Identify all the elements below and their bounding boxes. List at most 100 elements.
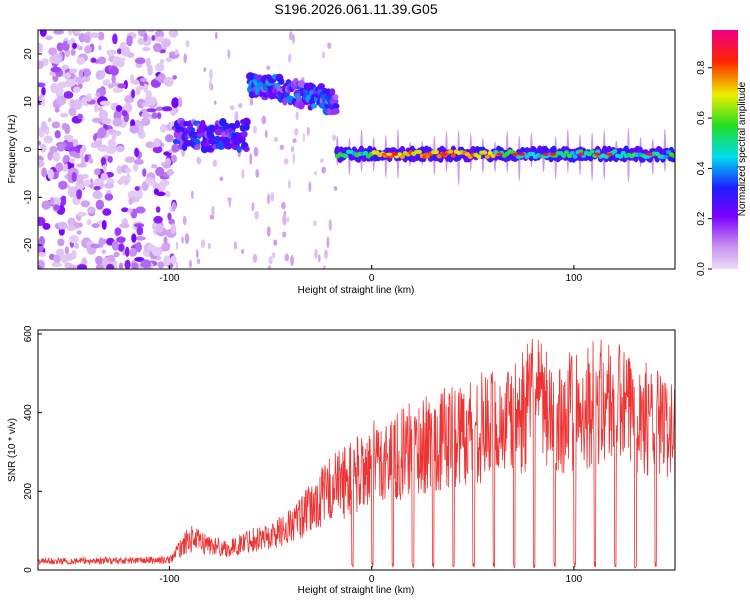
noise-blob xyxy=(139,77,147,83)
trace-core xyxy=(399,154,406,159)
faint-streak xyxy=(190,190,194,200)
noise-blob xyxy=(102,79,111,86)
noise-blob xyxy=(116,48,122,55)
noise-blob xyxy=(74,242,80,249)
noise-blob xyxy=(101,117,112,125)
spectrogram-y-tick-label: -20 xyxy=(23,237,34,252)
noise-blob xyxy=(100,157,107,166)
faint-streak xyxy=(251,202,255,212)
noise-blob xyxy=(147,64,154,76)
snr-series-line xyxy=(38,338,675,569)
trace-peak xyxy=(440,152,448,156)
noise-blob xyxy=(51,121,61,129)
noise-blob xyxy=(60,195,67,201)
faint-streak xyxy=(333,186,338,191)
noise-blob xyxy=(91,223,100,229)
faint-streak xyxy=(284,253,290,262)
spectrogram-y-ticks: -20 -10 0 10 20 xyxy=(23,48,42,252)
noise-blob xyxy=(86,219,92,226)
noise-blob xyxy=(151,35,156,41)
noise-blob xyxy=(97,45,102,51)
noise-blob xyxy=(67,186,78,198)
noise-blob xyxy=(81,257,88,266)
noise-blob xyxy=(101,249,107,255)
faint-streak xyxy=(209,79,212,91)
noise-blob xyxy=(113,251,120,258)
noise-blob xyxy=(87,206,96,214)
noise-blob xyxy=(107,256,116,262)
faint-streak xyxy=(203,67,207,72)
faint-streak xyxy=(314,248,318,260)
noise-blob xyxy=(142,168,147,177)
noise-blob xyxy=(131,233,137,243)
noise-blob xyxy=(38,265,43,269)
noise-blob xyxy=(76,230,82,235)
noise-blob xyxy=(111,74,116,84)
faint-streak xyxy=(292,34,295,44)
noise-blob xyxy=(112,118,123,127)
noise-blob xyxy=(160,126,168,131)
snr-y-tick-label: 600 xyxy=(23,325,34,342)
noise-blob xyxy=(141,102,149,107)
noise-blob xyxy=(124,102,133,113)
noise-blob xyxy=(75,163,87,168)
signal-blob xyxy=(194,138,201,146)
noise-blob xyxy=(164,190,171,198)
snr-marks xyxy=(38,338,675,569)
faint-streak xyxy=(268,256,273,265)
noise-blob xyxy=(38,42,43,53)
faint-streak xyxy=(174,49,179,56)
signal-blob xyxy=(224,142,233,150)
spectrogram-x-tick-label: -100 xyxy=(159,273,179,284)
signal-blob xyxy=(243,145,250,152)
noise-blob xyxy=(119,223,130,229)
faint-streak xyxy=(252,125,258,134)
faint-streak xyxy=(209,68,213,80)
trace-core xyxy=(343,153,349,159)
noise-blob xyxy=(52,151,61,162)
snr-x-tick-label: 0 xyxy=(369,574,375,585)
faint-streak xyxy=(308,181,312,193)
noise-blob xyxy=(39,30,47,37)
faint-streak xyxy=(321,51,326,59)
noise-blob xyxy=(43,135,54,144)
faint-streak xyxy=(320,158,324,163)
noise-blob xyxy=(86,93,92,102)
noise-blob xyxy=(47,117,52,123)
faint-streak xyxy=(322,265,326,269)
noise-blob xyxy=(166,168,174,176)
noise-blob xyxy=(92,190,103,200)
signal-blob xyxy=(242,117,251,127)
noise-blob xyxy=(47,151,53,161)
noise-blob xyxy=(153,137,161,148)
noise-blob xyxy=(106,263,115,269)
snr-y-tick-label: 200 xyxy=(23,483,34,500)
noise-blob xyxy=(40,96,46,107)
faint-streak xyxy=(281,201,286,210)
faint-streak xyxy=(233,241,238,250)
noise-blob xyxy=(97,127,107,138)
noise-blob xyxy=(51,262,63,268)
noise-blob xyxy=(113,110,122,121)
noise-blob xyxy=(55,162,64,172)
signal-blob xyxy=(236,145,242,153)
noise-blob xyxy=(72,42,78,49)
noise-blob xyxy=(95,264,104,269)
noise-blob xyxy=(171,154,177,164)
noise-blob xyxy=(96,140,102,147)
faint-streak xyxy=(295,111,299,121)
trace-core xyxy=(481,150,488,155)
noise-blob xyxy=(159,179,170,187)
noise-blob xyxy=(154,30,165,39)
faint-streak xyxy=(228,198,232,208)
faint-streak xyxy=(326,236,330,249)
noise-blob xyxy=(38,243,44,253)
noise-blob xyxy=(90,57,97,63)
noise-blob xyxy=(118,262,123,269)
noise-blob xyxy=(125,167,132,173)
signal-blob xyxy=(194,144,201,150)
noise-blob xyxy=(77,113,83,120)
faint-streak xyxy=(185,40,190,48)
noise-blob xyxy=(58,180,68,190)
